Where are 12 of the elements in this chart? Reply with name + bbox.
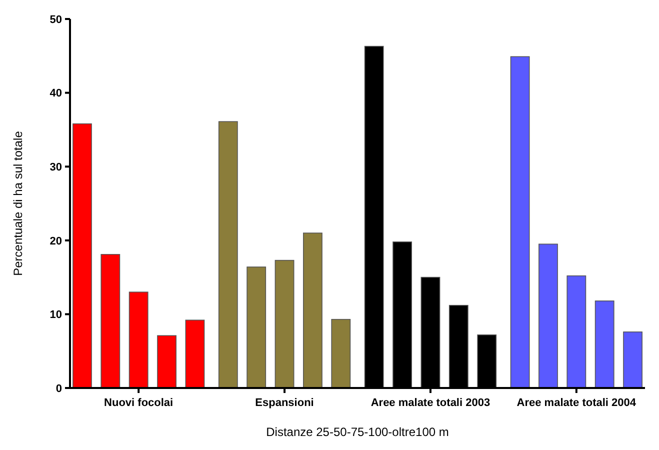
y-tick-label: 20	[50, 235, 62, 248]
x-tick-label: Aree malate totali 2004	[516, 397, 637, 409]
y-tick-label: 50	[50, 14, 62, 26]
y-axis-title: Percentuale di ha sul totale	[11, 130, 25, 276]
y-tick-label: 0	[56, 382, 62, 395]
x-axis-title: Distanze 25-50-75-100-oltre100 m	[266, 425, 449, 439]
y-tick-label: 30	[50, 161, 62, 174]
x-tick-label: Nuovi focolai	[104, 397, 174, 409]
y-tick-label: 10	[50, 309, 62, 322]
x-tick-label: Aree malate totali 2003	[370, 397, 490, 409]
y-tick-label: 40	[50, 88, 62, 100]
x-tick-label: Espansioni	[255, 397, 314, 409]
